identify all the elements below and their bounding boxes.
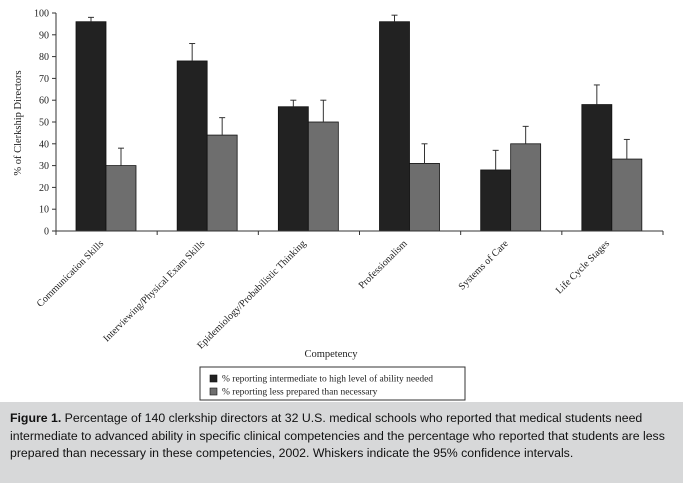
x-category-label: Interviewing/Physical Exam Skills (101, 238, 207, 344)
y-tick-label: 70 (39, 74, 49, 85)
x-category-label: Epidemiology/Probabilistic Thinking (195, 238, 308, 351)
x-category-label: Life Cycle Stages (554, 238, 612, 296)
y-axis-title: % of Clerkship Directors (13, 70, 24, 175)
y-tick-label: 90 (39, 30, 49, 41)
x-category-label: Systems of Care (457, 238, 512, 293)
y-tick-label: 40 (39, 139, 49, 150)
y-tick-label: 80 (39, 52, 49, 63)
chart-figure: 0 10 20 30 40 50 60 70 80 90 100 Communication Skil… (13, 9, 664, 401)
bar-series-1 (581, 104, 613, 232)
bar-chart: 0 10 20 30 40 50 60 70 80 90 100 Communication Skil… (13, 9, 664, 401)
y-tick-label: 60 (39, 96, 49, 107)
bar-series-1 (480, 169, 512, 232)
bar-series-1 (277, 106, 309, 232)
y-tick-label: 0 (44, 227, 49, 238)
bar-series-1 (379, 21, 410, 232)
y-tick-label: 20 (39, 183, 49, 194)
figure-caption: Figure 1. Percentage of 140 clerkship di… (0, 402, 683, 483)
x-category-label: Communication Skills (35, 238, 106, 309)
bar-series-2 (611, 158, 643, 232)
caption-label: Figure 1. (10, 411, 62, 425)
bar-series-2 (105, 165, 137, 232)
x-axis-title: Competency (304, 349, 358, 360)
bar-series-1 (75, 21, 107, 232)
bar-series-1 (176, 60, 208, 232)
legend-swatch (209, 387, 218, 396)
legend-label: % reporting less prepared than necessary (222, 388, 378, 398)
y-tick-label: 50 (39, 118, 49, 129)
legend: % reporting intermediate to high level o… (199, 366, 466, 401)
x-category-label: Professionalism (357, 238, 410, 291)
y-tick-label: 100 (34, 9, 49, 20)
bar-series-2 (206, 134, 238, 232)
bar-series-2 (307, 121, 339, 232)
bar-series-2 (510, 143, 542, 232)
y-tick-label: 30 (39, 161, 49, 172)
legend-swatch (209, 374, 218, 383)
bar-series-2 (409, 163, 440, 232)
y-tick-label: 10 (39, 205, 49, 216)
legend-box (199, 366, 466, 401)
caption-text: Percentage of 140 clerkship directors at… (10, 411, 665, 460)
legend-label: % reporting intermediate to high level o… (222, 374, 433, 385)
